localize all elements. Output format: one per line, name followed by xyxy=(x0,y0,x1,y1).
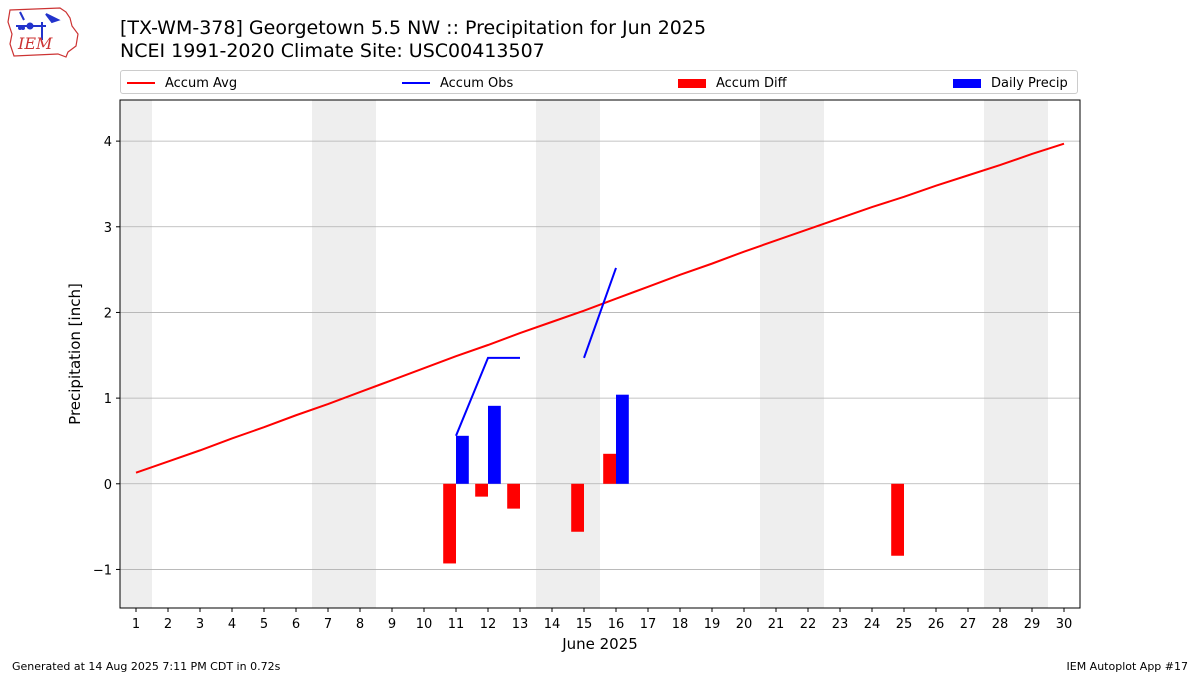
legend-label-accum-obs: Accum Obs xyxy=(440,75,514,91)
weekend-band xyxy=(120,100,152,608)
x-tick-label: 17 xyxy=(640,617,657,632)
x-tick-label: 24 xyxy=(864,617,881,632)
line-accum-obs xyxy=(455,356,520,437)
x-tick-label: 18 xyxy=(672,617,689,632)
x-tick-label: 20 xyxy=(736,617,753,632)
x-tick-label: 11 xyxy=(448,617,465,632)
bar-accum-diff xyxy=(571,483,584,532)
x-axis-label: June 2025 xyxy=(561,635,638,653)
x-tick-label: 19 xyxy=(704,617,721,632)
y-tick-label: −1 xyxy=(93,563,112,578)
y-tick-label: 4 xyxy=(104,135,112,150)
plot-frame xyxy=(119,99,1081,609)
legend-swatch-accum-diff xyxy=(678,78,706,88)
x-tick-label: 4 xyxy=(228,617,236,632)
x-tick-label: 21 xyxy=(768,617,785,632)
legend-item-accum-diff: Accum Diff xyxy=(678,74,787,92)
legend-label-accum-diff: Accum Diff xyxy=(716,75,787,91)
bar-daily-precip xyxy=(616,394,629,484)
bar-accum-diff xyxy=(507,483,520,509)
logo-text: IEM xyxy=(17,34,53,53)
y-axis-label: Precipitation [inch] xyxy=(66,283,84,425)
x-tick-label: 8 xyxy=(356,617,364,632)
legend-item-accum-obs: Accum Obs xyxy=(402,74,513,92)
weekend-band xyxy=(312,100,376,608)
x-tick-label: 5 xyxy=(260,617,268,632)
legend-swatch-accum-avg xyxy=(127,82,155,84)
x-tick-label: 25 xyxy=(896,617,913,632)
x-tick-label: 9 xyxy=(388,617,396,632)
legend-item-accum-avg: Accum Avg xyxy=(127,74,237,92)
bar-accum-diff xyxy=(891,483,904,556)
x-tick-label: 15 xyxy=(576,617,593,632)
generated-timestamp: Generated at 14 Aug 2025 7:11 PM CDT in … xyxy=(12,660,281,673)
page-subtitle: NCEI 1991-2020 Climate Site: USC00413507 xyxy=(120,40,545,62)
y-tick-label: 1 xyxy=(104,392,112,407)
bar-accum-diff xyxy=(443,483,456,564)
weekend-band xyxy=(760,100,824,608)
y-tick-label: 3 xyxy=(104,221,112,236)
page-title: [TX-WM-378] Georgetown 5.5 NW :: Precipi… xyxy=(120,17,707,39)
legend-label-daily-precip: Daily Precip xyxy=(991,75,1068,91)
x-tick-label: 28 xyxy=(992,617,1009,632)
legend-swatch-daily-precip xyxy=(953,78,981,88)
x-tick-label: 30 xyxy=(1056,617,1073,632)
bar-daily-precip xyxy=(456,435,469,484)
x-tick-label: 1 xyxy=(132,617,140,632)
app-credit: IEM Autoplot App #17 xyxy=(1066,660,1189,673)
x-tick-label: 16 xyxy=(608,617,625,632)
x-tick-label: 29 xyxy=(1024,617,1041,632)
x-tick-label: 2 xyxy=(164,617,172,632)
y-tick-label: 2 xyxy=(104,306,112,321)
x-tick-label: 13 xyxy=(512,617,529,632)
x-tick-label: 6 xyxy=(292,617,300,632)
legend-swatch-accum-obs xyxy=(402,82,430,84)
x-tick-label: 27 xyxy=(960,617,977,632)
chart-legend: Accum Avg Accum Obs Accum Diff Daily Pre… xyxy=(120,70,1078,94)
iem-logo: IEM xyxy=(6,4,82,60)
x-tick-label: 7 xyxy=(324,617,332,632)
legend-label-accum-avg: Accum Avg xyxy=(165,75,238,91)
precipitation-chart: 1 2 3 4 5 6 7 8 9 10 11 12 13 14 15 16 17 18 19 20 21 22 23 24 2… xyxy=(66,99,1081,653)
x-tick-label: 22 xyxy=(800,617,817,632)
weekend-band xyxy=(536,100,600,608)
x-tick-label: 12 xyxy=(480,617,497,632)
x-tick-label: 23 xyxy=(832,617,849,632)
x-tick-label: 26 xyxy=(928,617,945,632)
state-outline-icon xyxy=(7,7,79,58)
bar-daily-precip xyxy=(488,405,501,484)
bar-accum-diff xyxy=(475,483,488,497)
weekend-band xyxy=(984,100,1048,608)
bar-accum-diff xyxy=(603,453,616,484)
legend-item-daily-precip: Daily Precip xyxy=(953,74,1068,92)
x-tick-label: 10 xyxy=(416,617,433,632)
weather-station-icon xyxy=(16,11,61,40)
y-tick-label: 0 xyxy=(104,478,112,493)
x-tick-label: 14 xyxy=(544,617,561,632)
line-accum-obs xyxy=(583,267,617,359)
x-tick-label: 3 xyxy=(196,617,204,632)
line-accum-avg xyxy=(135,142,1065,474)
